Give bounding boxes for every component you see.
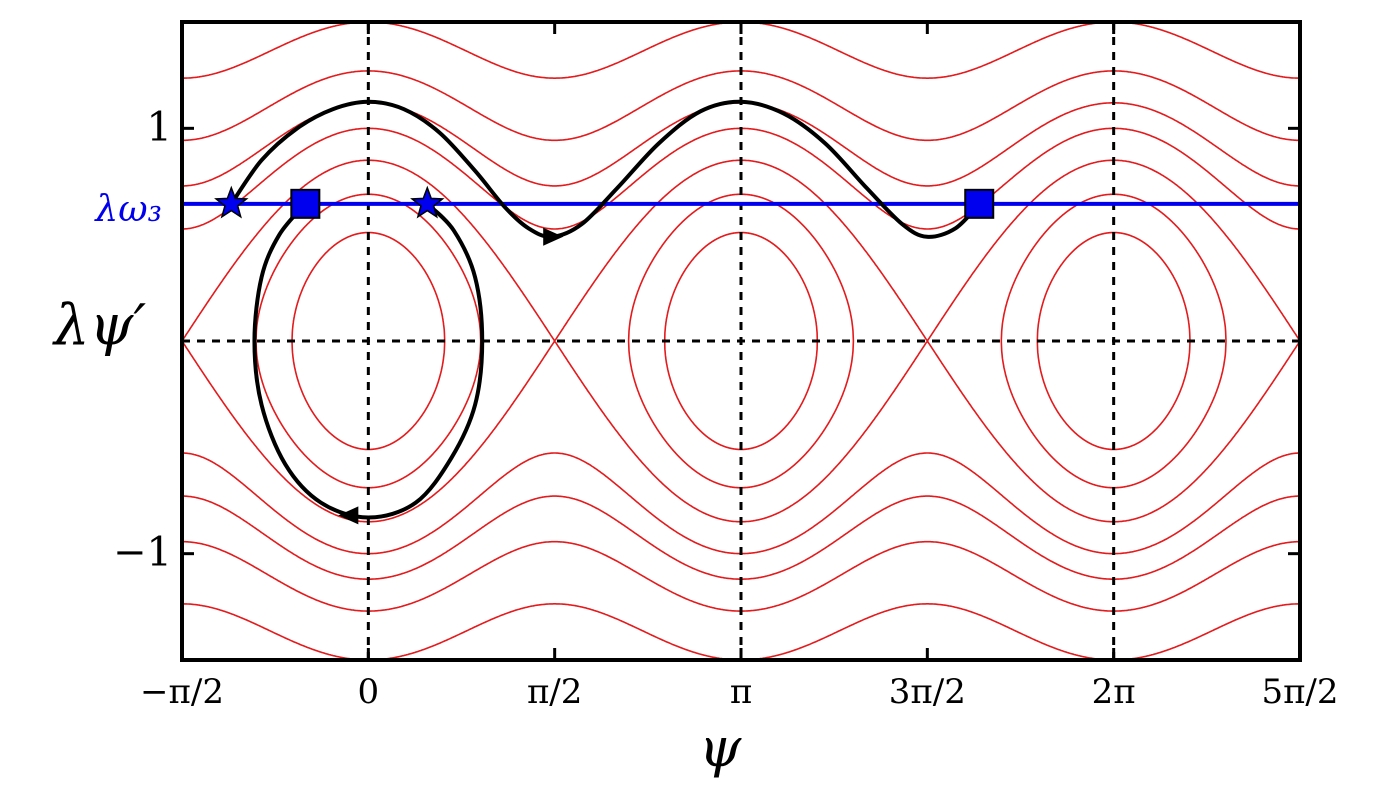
y-tick-label: −1 xyxy=(113,530,172,576)
square-marker xyxy=(964,188,995,219)
star-marker xyxy=(410,185,445,219)
trajectory xyxy=(229,99,981,239)
x-tick-label: 2π xyxy=(1092,672,1136,712)
level-line-label: λω₃ xyxy=(93,189,162,230)
x-tick-label: 0 xyxy=(358,672,380,712)
arrow-marker xyxy=(338,506,359,525)
trajectory xyxy=(252,202,485,520)
y-axis-label: λψ′ xyxy=(52,294,146,359)
y-tick-label: 1 xyxy=(147,104,172,150)
x-tick-label: −π/2 xyxy=(140,672,224,712)
x-tick-label: 5π/2 xyxy=(1261,672,1338,712)
arrow-marker xyxy=(543,227,564,246)
x-tick-label: π/2 xyxy=(527,672,582,712)
star-marker xyxy=(214,185,249,219)
x-axis-label: ψ xyxy=(699,716,742,779)
plot-area xyxy=(182,22,1300,660)
x-tick-label: 3π/2 xyxy=(889,672,966,712)
square-marker xyxy=(290,188,321,219)
overlay: λω₃ −π/2 0 π/2 π 3π/2 2π 5π/2 −1 1 xyxy=(93,20,1339,712)
x-tick-label: π xyxy=(730,672,752,712)
